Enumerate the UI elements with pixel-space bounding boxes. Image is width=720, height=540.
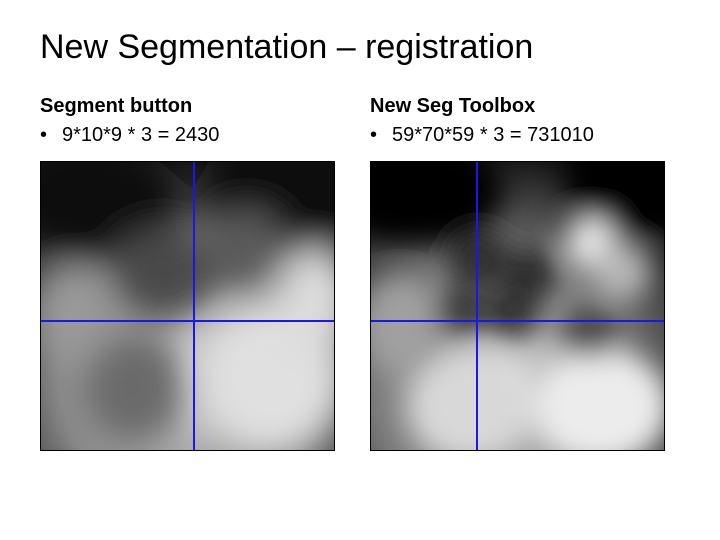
right-crosshair-horizontal [371,320,664,322]
right-bullet: • 59*70*59 * 3 = 731010 [370,124,680,147]
right-grayscale-image [371,162,664,450]
right-image [370,161,665,451]
bullet-icon: • [40,124,62,147]
right-heading: New Seg Toolbox [370,95,680,118]
slide-title: New Segmentation – registration [40,28,680,67]
right-crosshair-vertical [476,162,478,450]
left-crosshair-horizontal [41,320,334,322]
left-bullet: • 9*10*9 * 3 = 2430 [40,124,350,147]
right-bullet-text: 59*70*59 * 3 = 731010 [392,124,594,147]
left-bullet-text: 9*10*9 * 3 = 2430 [62,124,219,147]
left-heading: Segment button [40,95,350,118]
left-column: Segment button • 9*10*9 * 3 = 2430 [40,95,350,451]
columns-container: Segment button • 9*10*9 * 3 = 2430 [40,95,680,451]
right-column: New Seg Toolbox • 59*70*59 * 3 = 731010 [370,95,680,451]
left-image [40,161,335,451]
left-crosshair-vertical [193,162,195,450]
bullet-icon: • [370,124,392,147]
left-grayscale-image [41,162,334,450]
